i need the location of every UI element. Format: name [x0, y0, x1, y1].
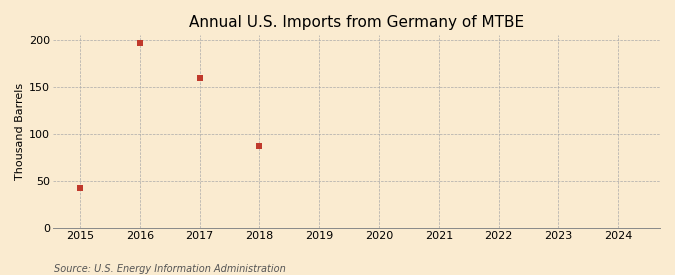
- Point: [74, 185, 85, 190]
- Title: Annual U.S. Imports from Germany of MTBE: Annual U.S. Imports from Germany of MTBE: [189, 15, 524, 30]
- Text: Source: U.S. Energy Information Administration: Source: U.S. Energy Information Administ…: [54, 264, 286, 274]
- Y-axis label: Thousand Barrels: Thousand Barrels: [15, 83, 25, 180]
- Point: [254, 144, 265, 148]
- Point: [194, 75, 205, 80]
- Point: [134, 41, 145, 45]
